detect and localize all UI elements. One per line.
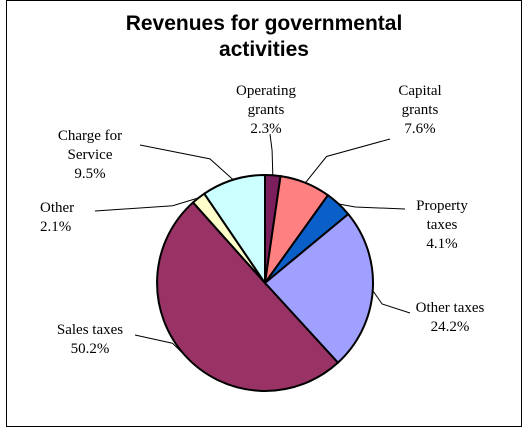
data-label-value-operating-grants: 2.3% [250,121,281,137]
data-label-name-capital-grants: grants [402,102,439,118]
chart-title-line-1: Revenues for governmental [126,12,403,35]
data-label-name-charge-for-service: Charge for [58,128,122,144]
data-label-value-other-taxes: 24.2% [431,319,470,335]
data-label-value-capital-grants: 7.6% [404,121,435,137]
data-label-name-property-taxes: taxes [427,217,458,233]
data-label-name-other-taxes: Other taxes [416,300,485,316]
data-label-name-operating-grants: grants [248,102,285,118]
data-label-value-other: 2.1% [40,219,71,235]
pie-slice-sales-taxes [156,201,340,392]
data-label-name-operating-grants: Operating [236,83,296,99]
chart-title-line-2: activities [219,38,309,61]
leader-line-sales-taxes [134,334,186,356]
data-label-name-other: Other [40,200,74,216]
leader-line-operating-grants [269,133,274,176]
pie-slice-charge-for-service [202,173,266,287]
leader-line-property-taxes [338,203,406,210]
leader-line-charge-for-service [139,144,234,181]
pie-slice-other-taxes [263,212,374,365]
data-label-name-capital-grants: Capital [398,83,441,99]
leader-line-capital-grants [305,138,391,184]
leader-line-other [94,197,199,212]
data-label-name-charge-for-service: Service [68,147,113,163]
data-label-value-sales-taxes: 50.2% [71,341,110,357]
data-label-name-property-taxes: Property [416,198,468,214]
data-label-value-charge-for-service: 9.5% [74,166,105,182]
data-label-value-property-taxes: 4.1% [426,236,457,252]
leader-line-other-taxes [372,290,411,314]
data-label-name-sales-taxes: Sales taxes [57,322,123,338]
